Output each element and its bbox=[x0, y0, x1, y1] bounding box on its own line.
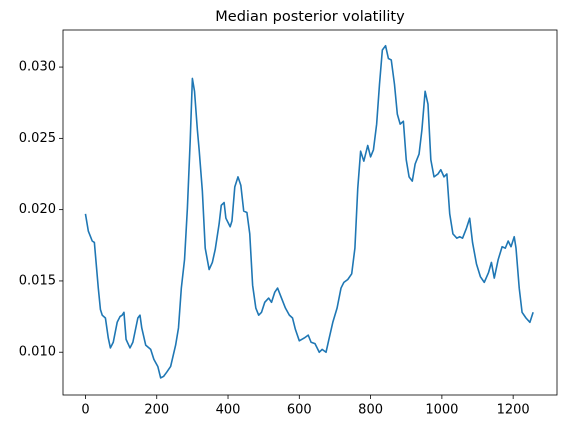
x-tick-label: 800 bbox=[358, 403, 383, 418]
line-series bbox=[84, 44, 534, 379]
x-tick-label: 200 bbox=[144, 403, 169, 418]
y-tick-label: 0.025 bbox=[19, 131, 56, 146]
y-tick-label: 0.010 bbox=[19, 345, 56, 360]
plot-frame bbox=[62, 29, 558, 396]
y-tick-label: 0.030 bbox=[19, 60, 56, 75]
x-tick-label: 1200 bbox=[497, 403, 530, 418]
x-tick-label: 600 bbox=[287, 403, 312, 418]
x-tick-label: 1000 bbox=[425, 403, 458, 418]
x-tick-label: 0 bbox=[81, 403, 89, 418]
chart-title: Median posterior volatility bbox=[215, 9, 405, 25]
x-tick-label: 400 bbox=[216, 403, 241, 418]
y-tick-label: 0.020 bbox=[19, 202, 56, 217]
y-tick-label: 0.015 bbox=[19, 273, 56, 288]
